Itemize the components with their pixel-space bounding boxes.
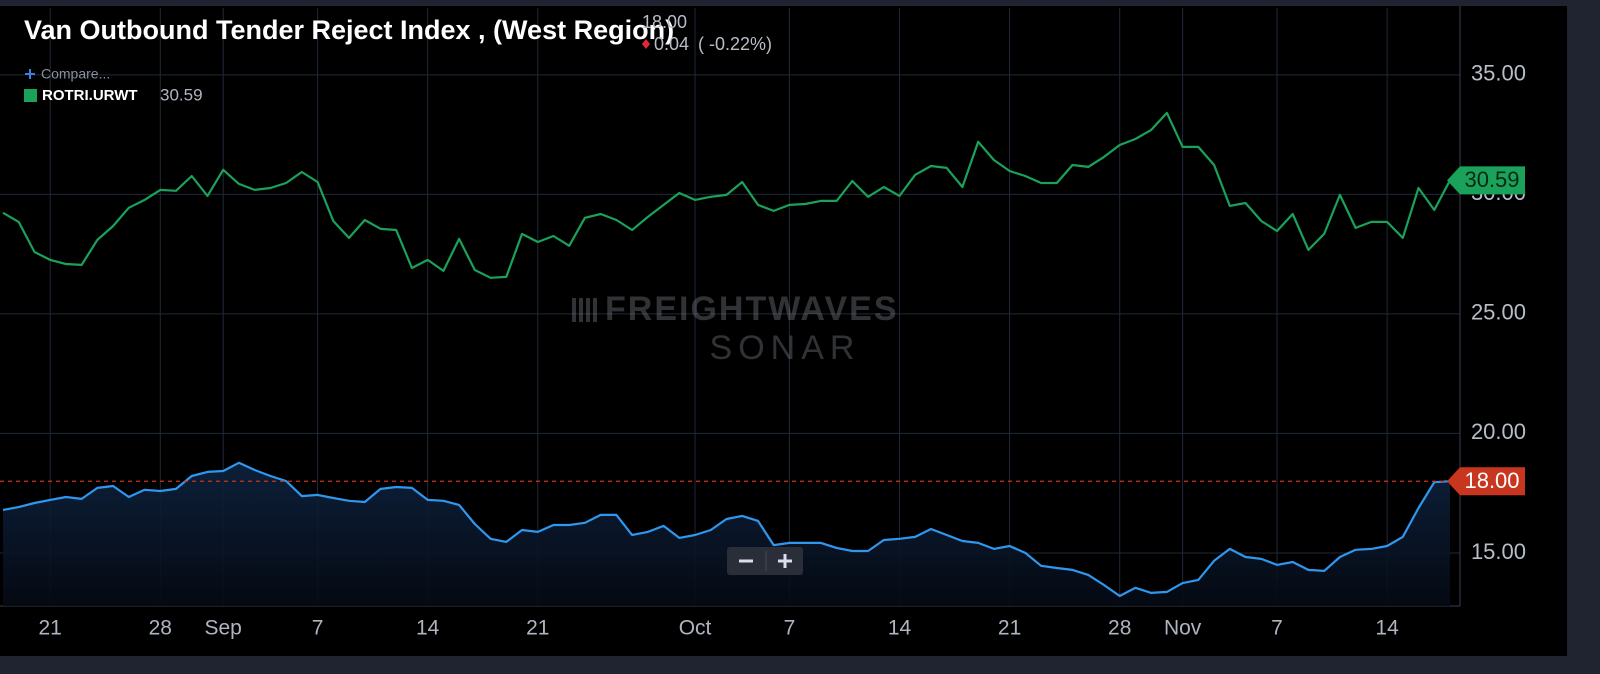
zoom-controls [727, 547, 803, 575]
x-tick-label: 14 [888, 617, 912, 640]
x-tick-label: 14 [416, 617, 440, 640]
plot: 30.59 18.00 [0, 111, 1525, 606]
x-tick-label: 21 [39, 617, 62, 640]
price-tag [1447, 166, 1525, 195]
price-tag-label: 30.59 [1464, 167, 1519, 192]
plus-icon [25, 69, 35, 79]
watermark-text: SONAR [710, 329, 861, 367]
x-tick-label: 21 [998, 617, 1021, 640]
x-tick-label: 28 [149, 617, 172, 640]
line [2, 461, 1451, 598]
compare-button[interactable]: Compare... [25, 66, 110, 82]
x-tick-label: 7 [784, 617, 796, 640]
legend-swatch [24, 89, 37, 102]
compare-label[interactable]: Compare... [41, 66, 110, 82]
zoom-in[interactable] [778, 554, 792, 568]
x-tick-label: Nov [1164, 617, 1202, 640]
grid: 15.0020.0025.0030.0035.002128Sep71421Oct… [0, 6, 1526, 640]
price-tag [1447, 467, 1525, 496]
x-tick-label: 7 [312, 617, 324, 640]
y-tick-label: 25.00 [1471, 300, 1526, 325]
y-tick-label: 20.00 [1471, 419, 1526, 444]
change-icon [642, 39, 650, 49]
watermark: FREIGHTWAVES SONAR [572, 290, 899, 367]
price-tag-label: 18.00 [1464, 468, 1519, 493]
x-tick-label: Oct [679, 617, 712, 640]
y-tick-label: 15.00 [1471, 539, 1526, 564]
header-change-pct: ( -0.22%) [698, 34, 772, 54]
x-tick-label: 14 [1375, 617, 1399, 640]
x-tick-label: Sep [205, 617, 242, 640]
area [3, 462, 1450, 606]
line [2, 111, 1451, 279]
header-change: 0.04 [654, 34, 689, 54]
header-value: 18.00 [642, 12, 687, 32]
chart-title: Van Outbound Tender Reject Index , (West… [24, 15, 674, 45]
y-tick-label: 35.00 [1471, 61, 1526, 86]
legend-value: 30.59 [160, 85, 203, 104]
legend-label: ROTRI.URWT [42, 87, 138, 104]
x-tick-label: 28 [1108, 617, 1131, 640]
x-tick-label: 7 [1271, 617, 1283, 640]
x-tick-label: 21 [526, 617, 549, 640]
watermark-text: FREIGHTWAVES [605, 290, 899, 328]
watermark-logo [572, 298, 597, 322]
